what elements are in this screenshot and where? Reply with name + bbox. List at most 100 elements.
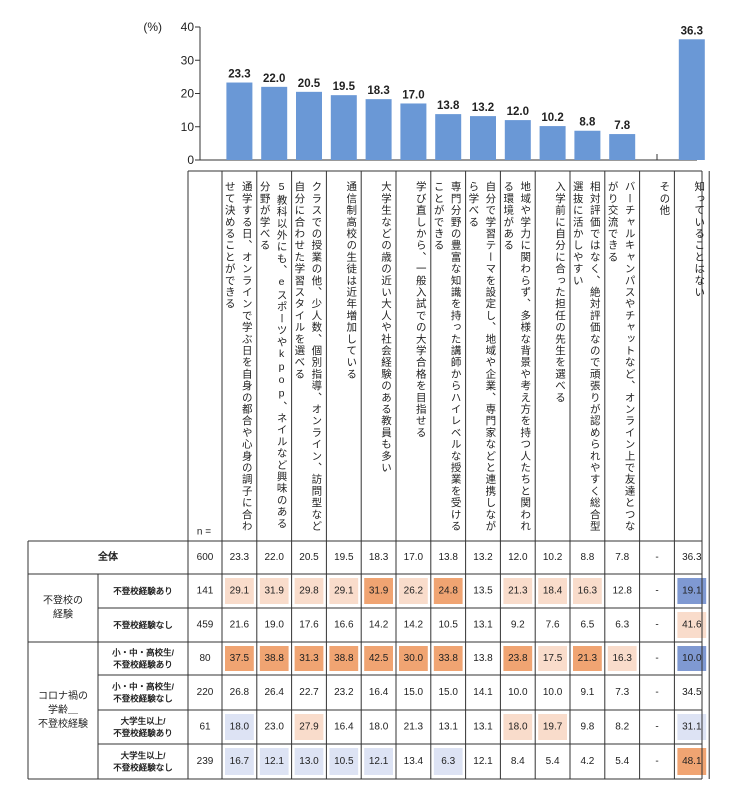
y-tick-label: 0	[187, 153, 194, 167]
table-cell: 16.7	[230, 756, 250, 767]
bar	[539, 126, 566, 160]
bar-value-label: 12.0	[507, 106, 529, 118]
bar	[678, 39, 705, 160]
table-cell: 26.8	[230, 687, 250, 698]
table-cell: 24.8	[438, 586, 458, 597]
table-cell: 23.8	[508, 653, 528, 664]
table-cell: 31.1	[682, 722, 702, 733]
bar-value-label: 22.0	[263, 73, 285, 85]
table-cell: 7.6	[546, 620, 560, 631]
table-cell: 20.5	[299, 552, 319, 563]
category-label: 地域や学力に関わらず、多様な背景や考え方を持つ人たちと関われる環境がある	[502, 181, 532, 532]
cell-shade	[364, 578, 393, 604]
cell-shade	[399, 578, 428, 604]
group-label-line-1: 経験	[53, 608, 73, 621]
group-label-line-1: 学齢＿	[48, 703, 78, 716]
table-cell: 23.2	[334, 687, 354, 698]
table-cell: 8.4	[511, 756, 525, 767]
bar-value-label: 10.2	[541, 112, 563, 124]
cell-shade	[677, 612, 707, 638]
table-cell: 13.5	[473, 586, 493, 597]
cell-shade	[225, 646, 254, 671]
bar	[504, 120, 531, 160]
table-cell: 18.3	[369, 552, 389, 563]
cell-shade	[677, 714, 707, 740]
category-label: その他	[658, 181, 671, 217]
bar-value-label: 13.2	[472, 102, 494, 114]
cell-shade	[538, 646, 567, 671]
table-cell: 14.2	[404, 620, 424, 631]
category-label: 5教科以外にも、eスポーツやkpop、ネイルなど興味のある分野が学べる	[258, 181, 288, 530]
table-cell: 21.3	[508, 586, 528, 597]
table-cell: -	[655, 552, 658, 563]
table-cell: 4.2	[580, 756, 594, 767]
table-cell: 5.4	[546, 756, 560, 767]
y-tick-label: 20	[181, 87, 195, 101]
table-cell: 36.3	[682, 552, 702, 563]
table-cell: 9.8	[580, 722, 594, 733]
row-label-line-0: 不登校経験なし	[113, 620, 173, 630]
table-cell: 13.2	[473, 552, 493, 563]
cell-shade	[677, 578, 707, 604]
table-cell: 16.4	[369, 687, 389, 698]
table-cell: 18.0	[230, 722, 250, 733]
table-cell: -	[655, 687, 658, 698]
table-cell: 21.6	[230, 620, 250, 631]
table-cell: 21.3	[404, 722, 424, 733]
bar	[226, 82, 253, 160]
table-cell: 19.7	[543, 722, 563, 733]
n-value: 141	[197, 586, 214, 597]
table-cell: 13.4	[404, 756, 424, 767]
table-cell: 34.5	[682, 687, 702, 698]
table-cell: 33.8	[438, 653, 458, 664]
n-value: 220	[197, 687, 214, 698]
table-cell: 13.1	[438, 722, 458, 733]
table-cell: 27.9	[299, 722, 319, 733]
bar	[574, 130, 601, 160]
category-label: 学び直しから、一般入試での大学合格を目指せる	[414, 181, 427, 439]
table-cell: 13.1	[473, 620, 493, 631]
cell-shade	[225, 748, 254, 775]
cell-shade	[294, 714, 324, 740]
table-cell: 29.8	[299, 586, 319, 597]
table-cell: 26.4	[264, 687, 284, 698]
table-cell: 14.1	[473, 687, 493, 698]
row-label-line-0: 小・中・高校生/	[111, 682, 175, 692]
table-cell: 18.4	[543, 586, 563, 597]
total-row-label: 全体	[97, 550, 119, 563]
table-cell: 19.0	[264, 620, 284, 631]
table-cell: 19.1	[682, 586, 702, 597]
table-cell: 9.1	[580, 687, 594, 698]
cell-shade	[259, 578, 289, 604]
n-value: 61	[199, 722, 211, 733]
bar-value-label: 8.8	[579, 117, 596, 129]
cell-shade	[329, 646, 359, 671]
bar-value-label: 23.3	[228, 69, 250, 81]
n-label: n =	[197, 527, 211, 538]
table-cell: 38.8	[264, 653, 284, 664]
table-cell: 17.5	[543, 653, 563, 664]
bar-value-label: 36.3	[681, 25, 703, 37]
n-value: 459	[197, 620, 214, 631]
bar-value-label: 7.8	[614, 120, 631, 132]
table-cell: 16.6	[334, 620, 354, 631]
group-label-line-0: 不登校の	[43, 594, 83, 607]
n-value: 239	[197, 756, 214, 767]
table-cell: 10.0	[508, 687, 528, 698]
cell-shade	[573, 578, 602, 604]
category-label: 自分で学習テーマを設定し、地域や企業、専門家などと連携しながら学べる	[467, 181, 497, 532]
row-label-line-0: 小・中・高校生/	[111, 648, 175, 658]
table-cell: 48.1	[682, 756, 702, 767]
table-cell: 14.2	[369, 620, 389, 631]
table-cell: 10.0	[682, 653, 702, 664]
table-cell: -	[655, 653, 658, 664]
bar	[365, 99, 392, 160]
category-label: 知っていることはない	[693, 181, 706, 298]
table-cell: 7.8	[615, 552, 629, 563]
table-cell: 12.8	[612, 586, 632, 597]
table-cell: 6.3	[441, 756, 455, 767]
table-cell: 10.5	[438, 620, 458, 631]
table-cell: 13.8	[438, 552, 458, 563]
cell-shade	[225, 714, 254, 740]
table-cell: 13.1	[473, 722, 493, 733]
